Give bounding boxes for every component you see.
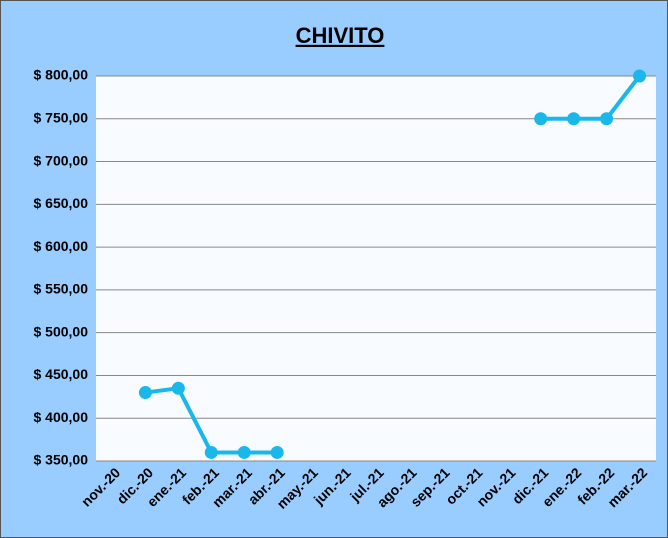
data-point bbox=[534, 112, 548, 126]
y-tick-label: $ 600,00 bbox=[34, 238, 89, 254]
y-tick-label: $ 650,00 bbox=[34, 195, 89, 211]
chart-title: CHIVITO bbox=[296, 23, 385, 48]
y-tick-label: $ 350,00 bbox=[34, 452, 89, 468]
data-point bbox=[633, 69, 647, 83]
data-point bbox=[171, 381, 185, 395]
data-point bbox=[600, 112, 614, 126]
y-tick-label: $ 500,00 bbox=[34, 323, 89, 339]
y-tick-label: $ 750,00 bbox=[34, 109, 89, 125]
y-tick-label: $ 400,00 bbox=[34, 409, 89, 425]
y-tick-label: $ 450,00 bbox=[34, 366, 89, 382]
plot-area bbox=[96, 76, 656, 461]
data-point bbox=[138, 386, 152, 400]
y-tick-label: $ 550,00 bbox=[34, 281, 89, 297]
data-point bbox=[237, 445, 251, 459]
y-tick-label: $ 700,00 bbox=[34, 152, 89, 168]
data-point bbox=[270, 445, 284, 459]
y-tick-label: $ 800,00 bbox=[34, 67, 89, 83]
data-point bbox=[567, 112, 581, 126]
data-point bbox=[204, 445, 218, 459]
